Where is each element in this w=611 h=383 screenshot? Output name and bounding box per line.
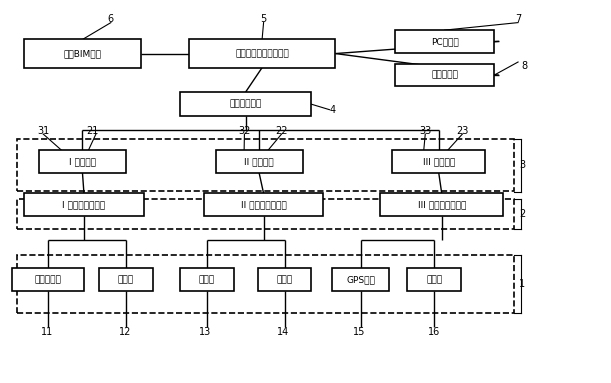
Text: 32: 32 — [238, 126, 251, 136]
Text: 单点沉降仪: 单点沉降仪 — [35, 275, 62, 284]
Text: 3: 3 — [519, 160, 525, 170]
Text: 21: 21 — [87, 126, 99, 136]
Text: 33: 33 — [419, 126, 431, 136]
Text: 测斜仪: 测斜仪 — [199, 275, 214, 284]
Text: 14: 14 — [277, 327, 289, 337]
Text: 11: 11 — [41, 327, 53, 337]
Text: II 号无线采集终端: II 号无线采集终端 — [241, 200, 287, 209]
Bar — [216, 150, 302, 173]
Bar — [203, 193, 323, 216]
Text: 31: 31 — [37, 126, 49, 136]
Text: 水位计: 水位计 — [118, 275, 134, 284]
Bar — [99, 268, 153, 291]
Text: 23: 23 — [456, 126, 469, 136]
Bar — [392, 150, 485, 173]
Bar — [332, 268, 389, 291]
Text: 7: 7 — [515, 14, 521, 24]
Bar — [17, 255, 514, 313]
Bar — [180, 268, 233, 291]
Text: III 号工控机: III 号工控机 — [423, 157, 455, 166]
Text: 水准仪: 水准仪 — [277, 275, 293, 284]
Text: II 号工控机: II 号工控机 — [244, 157, 274, 166]
Text: III 号无线采集终端: III 号无线采集终端 — [417, 200, 466, 209]
Text: I 号无线采集终端: I 号无线采集终端 — [62, 200, 106, 209]
Text: 2: 2 — [519, 209, 525, 219]
Text: PC客户端: PC客户端 — [431, 37, 459, 46]
Text: 4: 4 — [329, 105, 335, 115]
Text: 6: 6 — [108, 14, 114, 24]
Bar — [39, 150, 126, 173]
Bar — [17, 199, 514, 229]
Bar — [189, 39, 335, 68]
Bar — [408, 268, 461, 291]
Text: 5: 5 — [260, 14, 267, 24]
Bar — [24, 193, 144, 216]
Text: 1: 1 — [519, 279, 525, 289]
Bar — [24, 39, 141, 68]
Text: 数据处理中心: 数据处理中心 — [230, 100, 262, 109]
Bar — [180, 92, 312, 116]
Text: I 号工控机: I 号工控机 — [69, 157, 96, 166]
Bar — [380, 193, 503, 216]
Text: 15: 15 — [353, 327, 365, 337]
Bar — [12, 268, 84, 291]
Text: 轴力计: 轴力计 — [426, 275, 442, 284]
Text: 12: 12 — [119, 327, 131, 337]
Bar — [258, 268, 312, 291]
Text: 16: 16 — [428, 327, 440, 337]
Text: 22: 22 — [276, 126, 288, 136]
Text: 基坑监测预警管理平台: 基坑监测预警管理平台 — [235, 49, 289, 58]
Bar — [17, 139, 514, 192]
Bar — [395, 30, 494, 52]
Text: 移动客户端: 移动客户端 — [431, 70, 458, 80]
Text: 基坑BIM模型: 基坑BIM模型 — [64, 49, 101, 58]
Text: 8: 8 — [521, 61, 527, 71]
Text: GPS模块: GPS模块 — [346, 275, 375, 284]
Bar — [395, 64, 494, 87]
Text: 13: 13 — [199, 327, 211, 337]
